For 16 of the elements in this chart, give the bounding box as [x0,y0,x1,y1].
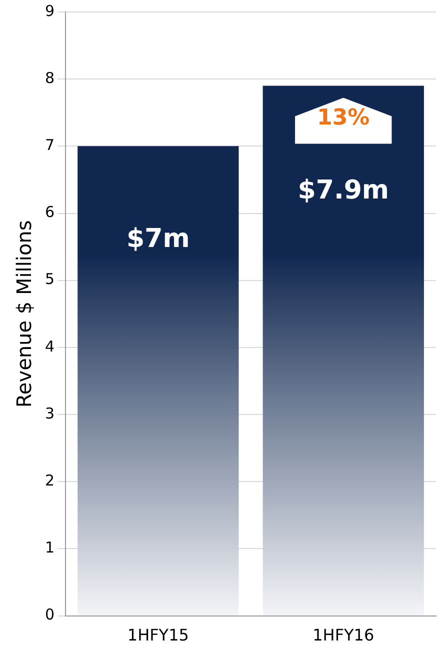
y-tick-label: 7 [44,136,55,154]
y-tick-label: 2 [44,472,55,490]
x-tick-label: 1HFY15 [127,626,189,645]
y-tick-label: 5 [44,270,55,288]
y-tick-label: 3 [44,404,55,422]
x-tick-label: 1HFY16 [312,626,374,645]
data-label: $7.9m [298,176,390,206]
y-tick-label: 8 [44,68,55,87]
y-tick-label: 1 [44,538,55,557]
y-tick-label: 4 [44,337,55,356]
y-tick-label: 6 [44,203,55,222]
y-axis-title: Revenue $ Millions [12,220,36,408]
data-label: $7m [126,224,190,254]
annotation: 13% [317,105,370,130]
y-tick-label: 9 [44,2,55,20]
y-tick-label: 0 [44,606,55,624]
